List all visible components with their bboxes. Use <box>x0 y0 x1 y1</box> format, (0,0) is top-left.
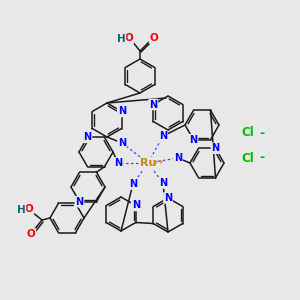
Text: N: N <box>149 100 157 110</box>
Text: O: O <box>25 204 33 214</box>
Text: O: O <box>150 33 158 43</box>
Text: Ru: Ru <box>140 158 156 168</box>
Text: ++: ++ <box>152 159 164 165</box>
Text: N: N <box>159 178 167 188</box>
Text: O: O <box>124 33 134 43</box>
Text: O: O <box>27 229 35 239</box>
Text: N: N <box>83 132 92 142</box>
Text: N: N <box>164 193 172 203</box>
Text: N: N <box>212 143 220 153</box>
Text: H: H <box>117 34 125 44</box>
Text: N: N <box>129 179 137 189</box>
Text: N: N <box>75 197 84 207</box>
Text: N: N <box>159 131 167 141</box>
Text: Cl: Cl <box>242 127 254 140</box>
Text: Cl: Cl <box>242 152 254 164</box>
Text: N: N <box>118 106 126 116</box>
Text: N: N <box>132 200 140 211</box>
Text: N: N <box>189 135 198 145</box>
Text: N: N <box>118 138 126 148</box>
Text: -: - <box>260 127 265 140</box>
Text: H: H <box>16 205 26 215</box>
Text: -: - <box>260 152 265 164</box>
Text: N: N <box>174 153 182 163</box>
Text: N: N <box>114 158 122 168</box>
